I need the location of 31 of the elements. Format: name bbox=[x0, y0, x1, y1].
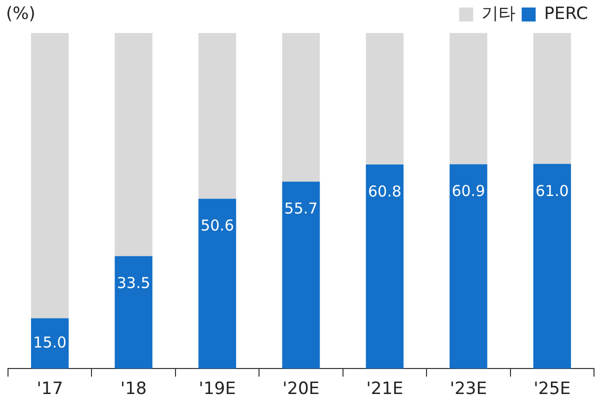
y-axis-title: (%) bbox=[6, 4, 36, 24]
bar bbox=[533, 33, 571, 164]
data-label: 33.5 bbox=[116, 274, 150, 292]
legend-label: 기타 bbox=[482, 4, 516, 24]
data-label: 55.7 bbox=[284, 200, 318, 218]
x-tick-label: '20E bbox=[282, 379, 320, 400]
x-tick-label: '21E bbox=[366, 379, 404, 400]
bar bbox=[198, 198, 236, 369]
bar bbox=[366, 164, 404, 369]
bar bbox=[31, 33, 69, 318]
bar bbox=[114, 33, 152, 256]
bar bbox=[533, 164, 571, 369]
bar bbox=[450, 33, 488, 164]
data-label: 15.0 bbox=[33, 333, 67, 352]
x-tick-label: '18 bbox=[120, 379, 147, 400]
bar bbox=[282, 33, 320, 182]
x-tick-label: '23E bbox=[450, 379, 487, 400]
x-tick-label: '19E bbox=[198, 379, 236, 400]
bar bbox=[282, 182, 320, 369]
bar bbox=[114, 256, 152, 369]
legend-label: PERC bbox=[544, 4, 588, 24]
x-tick-label: '17 bbox=[36, 379, 64, 400]
data-label: 60.9 bbox=[452, 182, 486, 200]
bar bbox=[450, 164, 488, 369]
bar bbox=[366, 33, 404, 165]
data-label: 50.6 bbox=[200, 216, 234, 235]
bar bbox=[198, 33, 236, 199]
data-label: 61.0 bbox=[535, 182, 569, 200]
data-label: 60.8 bbox=[368, 182, 402, 200]
x-tick-label: '25E bbox=[534, 379, 571, 400]
bar bbox=[31, 318, 69, 369]
